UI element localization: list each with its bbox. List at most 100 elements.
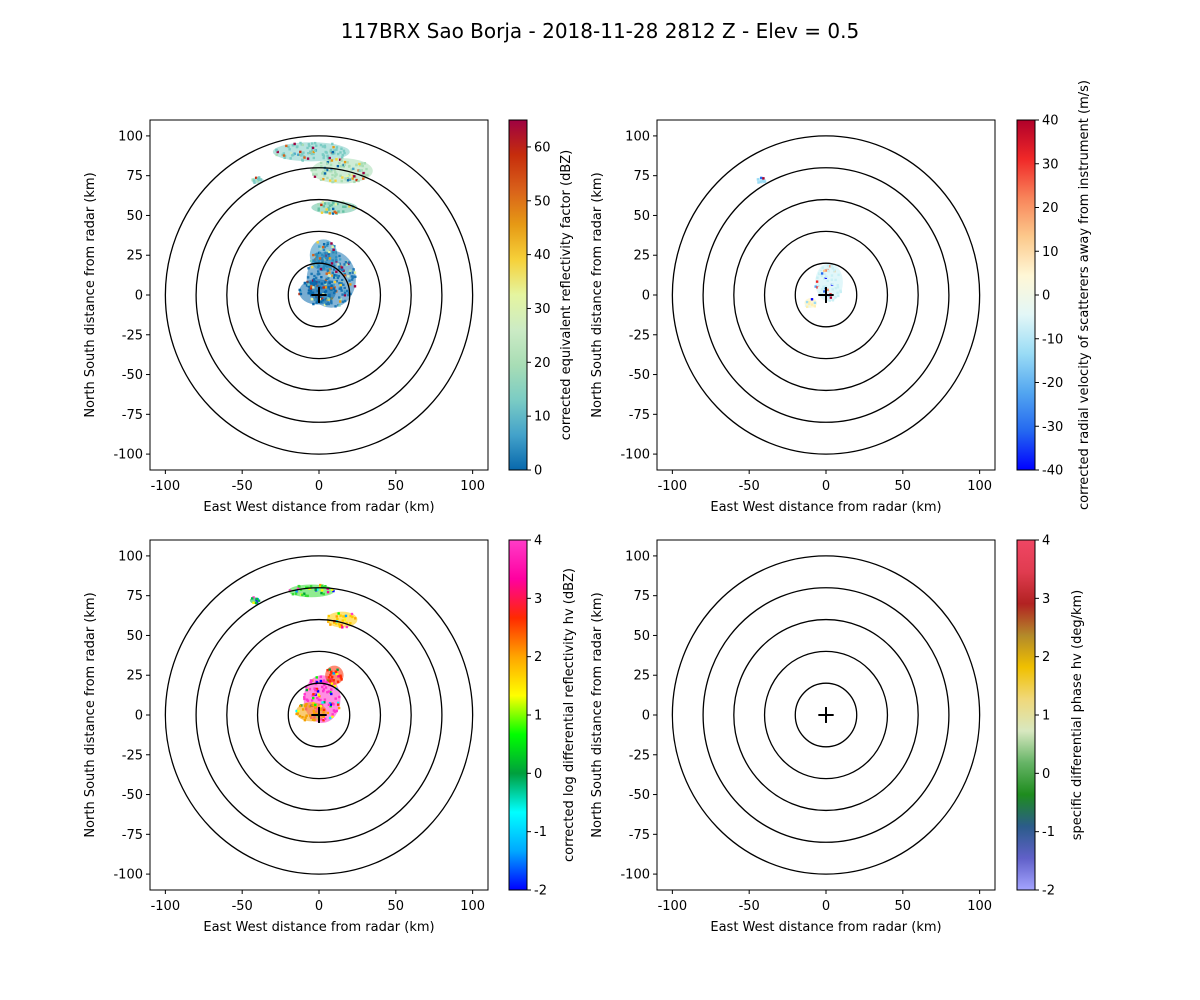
echo-pixel	[308, 150, 312, 153]
echo-pixel	[337, 612, 340, 615]
echo-pixel	[359, 164, 362, 167]
range-ring	[164, 135, 474, 455]
echo-pixel	[763, 180, 766, 183]
echo-pixel	[314, 689, 317, 692]
echo-pixel	[823, 273, 827, 276]
echo-pixel	[312, 152, 315, 156]
echo-pixel	[332, 672, 335, 675]
echo-pixel	[817, 284, 820, 288]
echo-pixel	[313, 274, 316, 278]
echo-pixel	[335, 622, 338, 625]
echo-pixel	[830, 274, 834, 277]
echo-pixel	[335, 709, 338, 713]
echo-pixel	[331, 177, 334, 180]
echo-pixel	[349, 269, 352, 272]
echo-pixel	[315, 301, 318, 304]
range-ring	[733, 618, 919, 812]
echo-pixel	[321, 153, 325, 156]
echo-pixel	[303, 695, 306, 699]
echo-pixel	[291, 143, 295, 147]
colorbar-tick-label: 10	[534, 410, 551, 425]
echo-pixel	[328, 280, 331, 283]
x-tick-label: -50	[232, 479, 253, 494]
echo-pixel	[298, 288, 301, 292]
echo-pixel	[831, 299, 835, 302]
echo-pixel	[327, 206, 330, 210]
colorbar	[508, 539, 528, 891]
y-tick-label: 100	[118, 129, 143, 144]
echo-pixel	[322, 248, 326, 252]
x-tick-label: -50	[739, 479, 760, 494]
range-ring	[195, 587, 443, 843]
echo-pixel	[257, 176, 261, 179]
echo-pixel	[303, 697, 306, 701]
echo-pixel	[311, 291, 315, 294]
echo-pixel	[275, 153, 278, 157]
echo-pixel	[324, 290, 328, 293]
echo-pixel	[826, 288, 829, 292]
echo-pixel	[341, 300, 345, 303]
range-ring	[287, 262, 351, 328]
echo-pixel	[325, 680, 328, 684]
colorbar	[1016, 119, 1036, 471]
echo-pixel	[348, 173, 351, 177]
echo-pixel	[334, 697, 337, 700]
echo-pixel	[314, 260, 317, 264]
echo-pixel	[820, 272, 824, 275]
echo-pixel	[307, 289, 311, 292]
echo-pixel	[303, 156, 306, 159]
echo-pixel	[331, 245, 334, 249]
echo-pixel	[360, 169, 364, 172]
panel-bottom-right: -100 -50 0 50 100 -100 -75 -50 -25 0 25 50 75 100 East…	[590, 534, 1085, 936]
y-tick-label: 50	[633, 629, 650, 644]
echo-pixel	[330, 203, 333, 207]
range-ring	[702, 167, 950, 423]
echo-pixel	[332, 283, 335, 287]
echo-pixel	[335, 275, 338, 279]
echo-pixel	[333, 149, 336, 152]
echo-pixel	[759, 180, 762, 183]
echo-pixel	[321, 145, 325, 148]
echo-pixel	[339, 614, 342, 617]
echo-pixel	[324, 169, 327, 172]
echo-pixel	[309, 289, 313, 293]
echo-pixel	[327, 274, 330, 277]
y-tick-label: 100	[118, 549, 143, 564]
echo-pixel	[337, 263, 340, 266]
echo-pixel	[343, 270, 347, 273]
echo-pixel	[316, 588, 319, 591]
echo-pixel	[335, 173, 338, 176]
x-tick-label: -100	[658, 899, 688, 914]
echo-pixel	[332, 703, 335, 706]
echo-pixel	[343, 271, 346, 275]
colorbar-tick-label: 3	[1042, 592, 1050, 607]
echo-pixel	[343, 273, 347, 277]
echo-pixel	[323, 264, 326, 267]
x-tick-label: 0	[315, 479, 323, 494]
echo-pixel	[335, 259, 338, 262]
y-tick-label: 50	[633, 209, 650, 224]
y-tick-label: -25	[122, 748, 143, 763]
echo-pixel	[307, 152, 310, 155]
echo-pixel	[326, 668, 329, 672]
echo-pixel	[324, 256, 328, 260]
echo-pixel	[319, 247, 322, 251]
echo-pixel	[320, 165, 323, 168]
y-tick-label: -100	[620, 868, 650, 883]
echo-pixel	[321, 253, 324, 257]
y-tick-label: 75	[126, 589, 143, 604]
echo-pixel	[323, 701, 326, 704]
echo-pixel	[340, 147, 343, 150]
echo-pixel	[319, 178, 323, 181]
x-tick-label: 100	[460, 479, 485, 494]
echo-pixel	[365, 167, 368, 171]
echo-pixel	[316, 273, 320, 276]
echo-pixel	[333, 152, 336, 155]
echo-pixel	[299, 704, 302, 708]
echo-pixel	[317, 693, 320, 696]
echo-pixel	[320, 703, 324, 706]
echo-pixel	[343, 263, 346, 266]
echo-pixel	[353, 175, 356, 178]
echo-pixel	[761, 178, 765, 182]
echo-pixel	[834, 296, 837, 299]
